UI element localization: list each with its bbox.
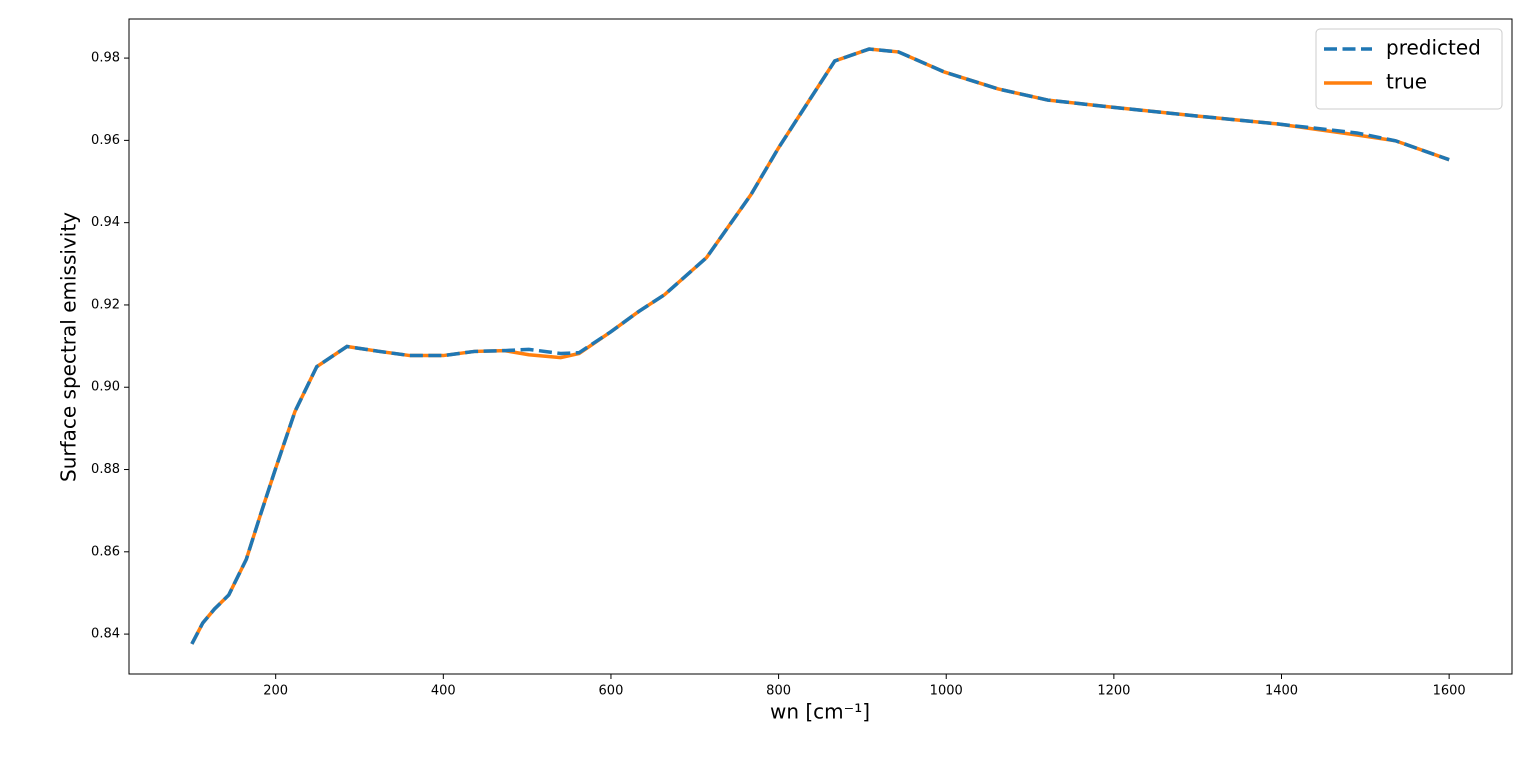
y-tick-label: 0.88 [91,462,120,477]
y-tick-label: 0.98 [91,51,120,66]
x-tick-label: 400 [431,684,456,699]
x-tick-label: 1600 [1433,684,1466,699]
y-tick-label: 0.90 [91,380,120,395]
x-axis-label: wn [cm⁻¹] [770,700,870,724]
line [190,47,1450,645]
x-tick-label: 600 [599,684,624,699]
legend-label: true [1386,70,1427,94]
y-axis-label: Surface spectral emissivity [57,212,81,482]
y-tick-label: 0.92 [91,297,120,312]
legend-label: predicted [1386,36,1481,60]
x-tick-label: 1000 [930,684,963,699]
y-tick-label: 0.94 [91,215,120,230]
x-tick-label: 800 [766,684,791,699]
y-tick-label: 0.86 [91,544,120,559]
x-tick-label: 1400 [1265,684,1298,699]
y-tick-label: 0.84 [91,627,120,642]
plot-frame [128,18,1513,675]
line [190,47,1450,645]
x-tick-label: 200 [263,684,288,699]
y-tick-label: 0.96 [91,133,120,148]
x-tick-label: 1200 [1097,684,1130,699]
